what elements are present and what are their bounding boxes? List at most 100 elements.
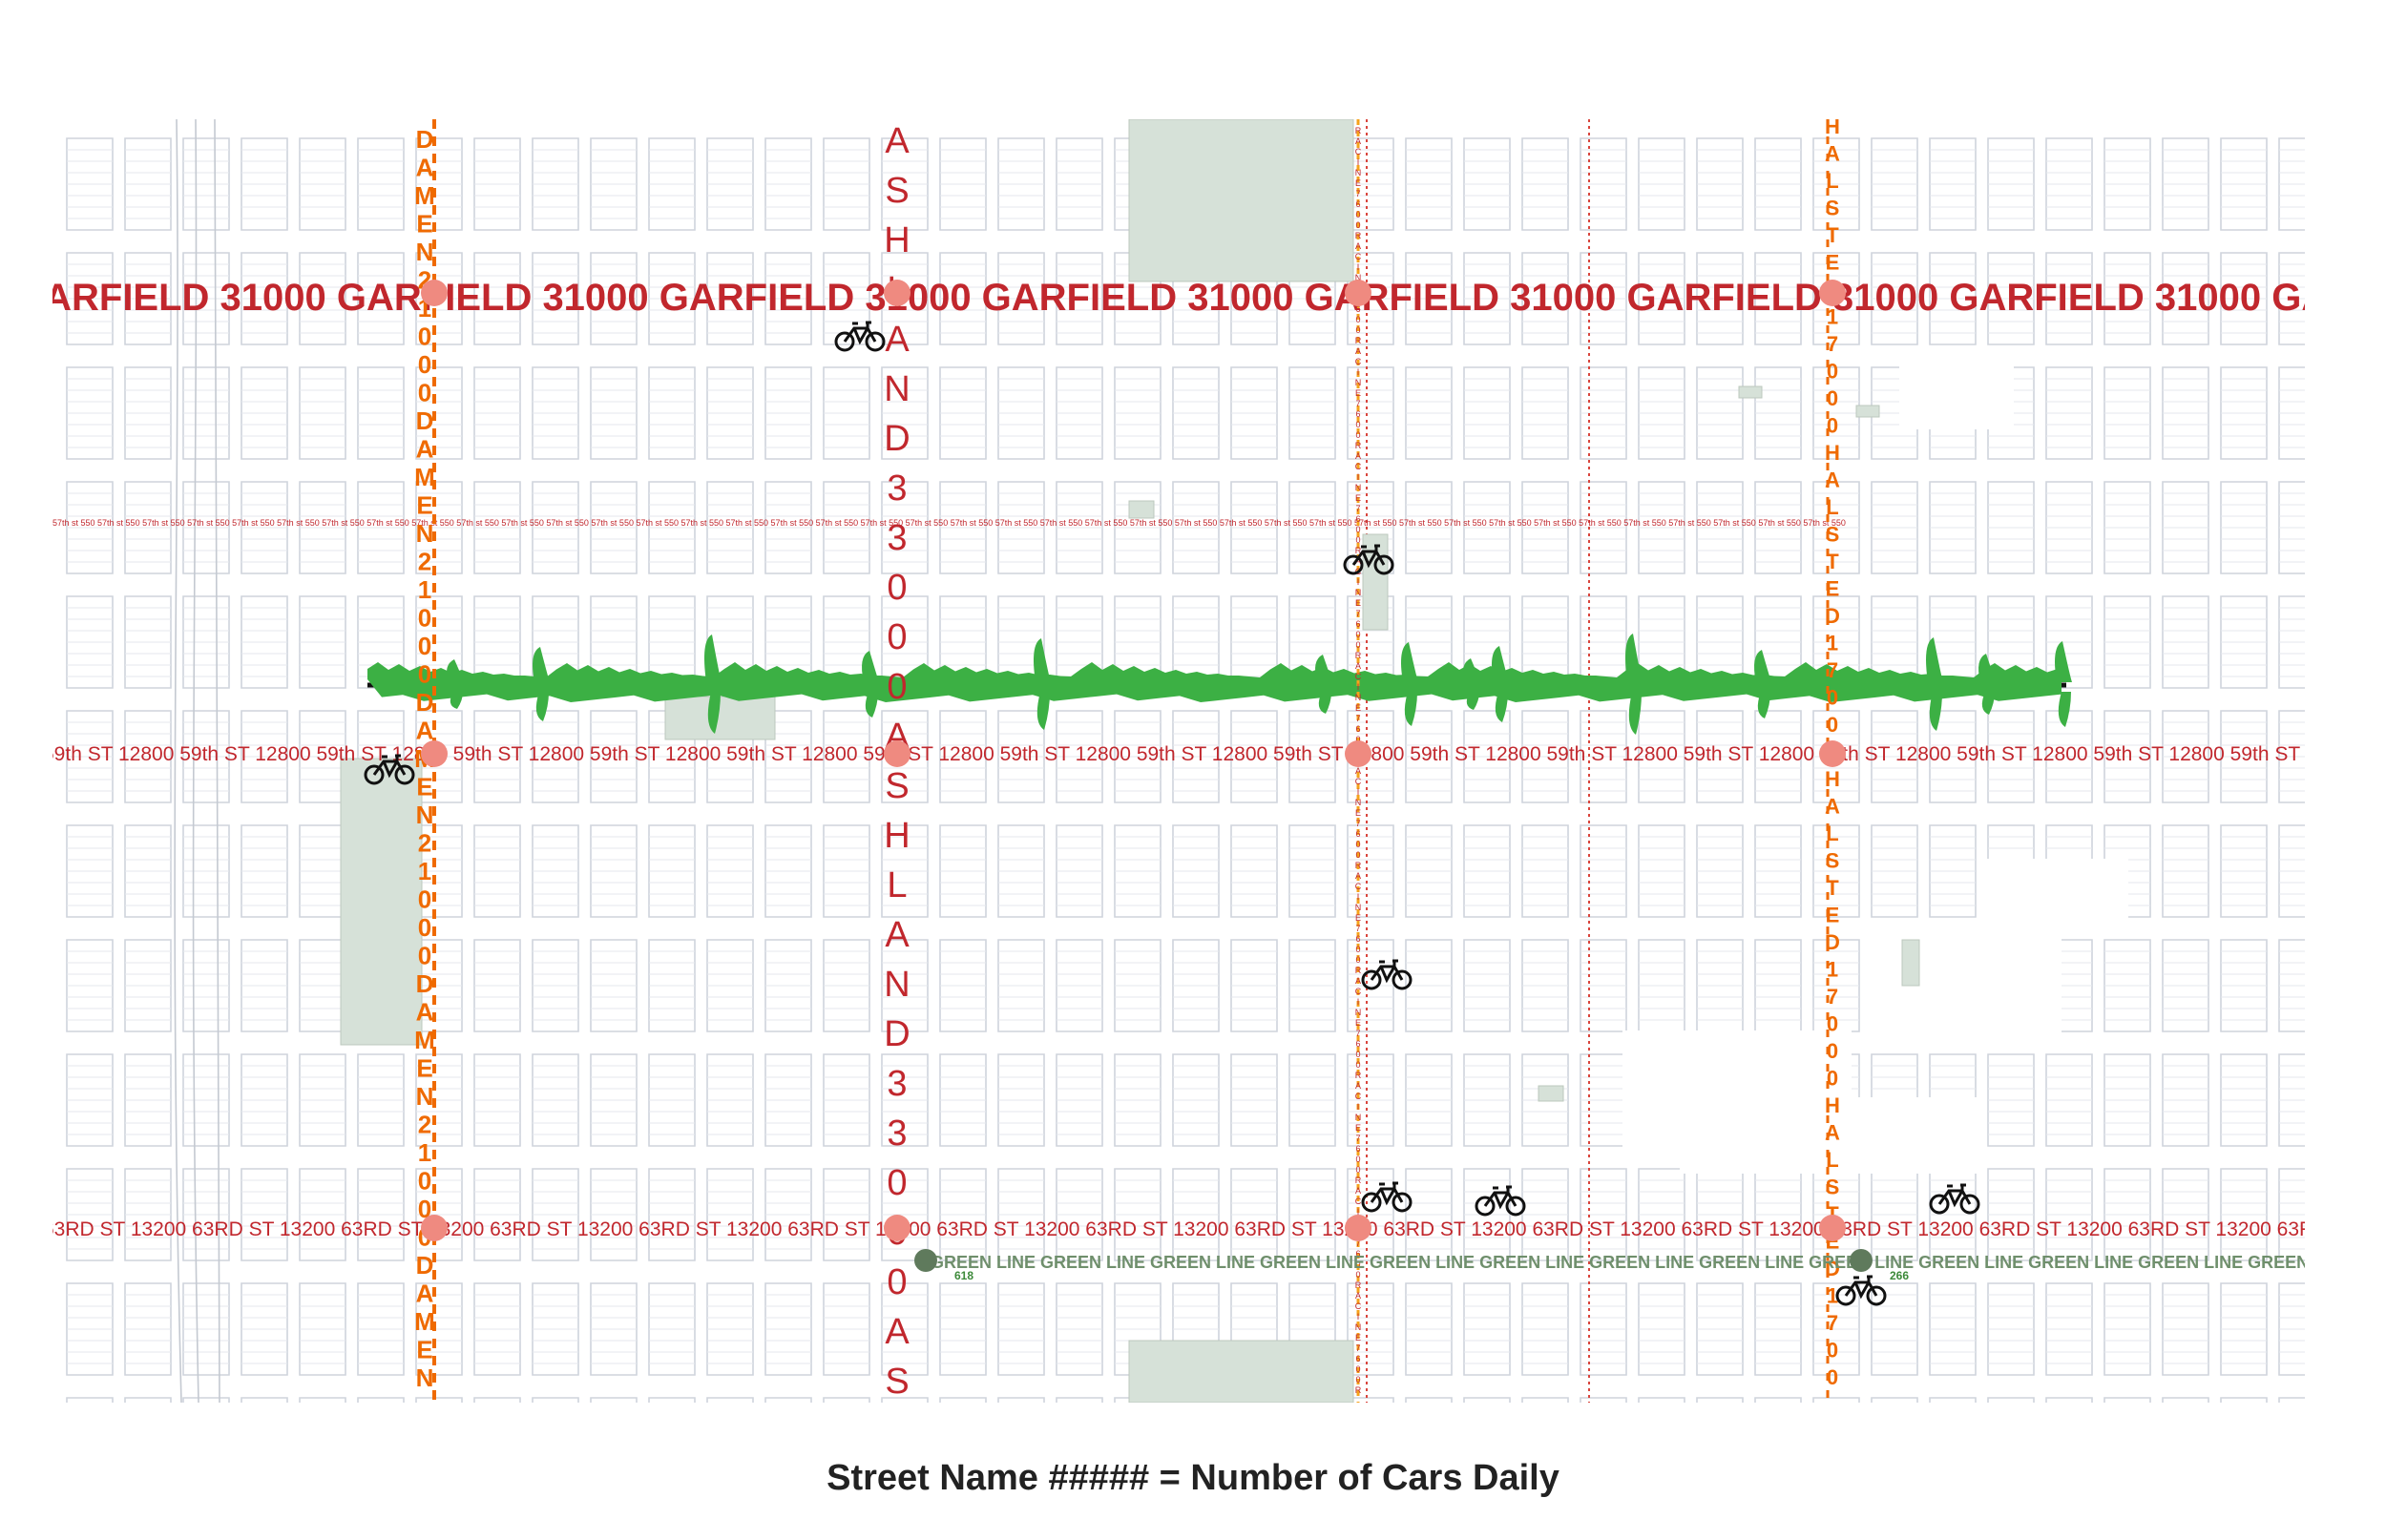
- park: [340, 758, 423, 1046]
- street-letter: R: [1355, 1176, 1362, 1185]
- street-letter: A: [416, 717, 434, 745]
- street-letter: 0: [887, 617, 907, 657]
- street-letter: 0: [1355, 315, 1360, 324]
- street-letter: 6: [1355, 1144, 1360, 1154]
- park: [1855, 405, 1880, 418]
- greenway-spike: [1754, 650, 1771, 682]
- bicycle-icon: [364, 754, 415, 785]
- bike-wheel: [1392, 969, 1413, 990]
- bike-wheel: [1929, 1194, 1950, 1215]
- street-letter: E: [1355, 1333, 1361, 1342]
- street-letter: I: [1357, 787, 1360, 797]
- street-letter: E: [1355, 808, 1361, 818]
- street-letter: N: [1355, 1113, 1362, 1122]
- street-letter: C: [1355, 252, 1362, 261]
- street-letter: 0: [1355, 535, 1360, 545]
- street-letter: A: [1355, 346, 1361, 356]
- street-letter: E: [1355, 598, 1361, 608]
- street-letter: N: [884, 965, 910, 1005]
- greenway-spike: [1463, 658, 1480, 682]
- bike-frame: [1370, 959, 1404, 984]
- street-letter: D: [1825, 604, 1840, 628]
- traffic-count-marker: [1345, 280, 1371, 306]
- street-letter: 7: [1827, 985, 1838, 1009]
- street-letter: S: [885, 766, 909, 806]
- street-letter: D: [416, 125, 434, 154]
- street-letter: A: [416, 1280, 434, 1308]
- greenway-spike: [1466, 692, 1479, 710]
- street-letter: 0: [418, 632, 431, 660]
- greenway-spike: [1492, 646, 1509, 682]
- street-letter: I: [1357, 367, 1360, 377]
- vacant-area: [1985, 859, 2128, 926]
- street-letter: L: [1826, 169, 1838, 193]
- traffic-count-marker: [421, 280, 448, 306]
- street-letter: 0: [1355, 525, 1360, 534]
- street-letter: T: [1826, 550, 1839, 573]
- street-letter: E: [1355, 178, 1361, 188]
- street-letter: A: [1355, 661, 1361, 671]
- street-letter: 0: [1355, 220, 1360, 230]
- bike-wheel: [1392, 1192, 1413, 1213]
- street-letter: 7: [1355, 1029, 1360, 1038]
- greenway-spike: [704, 635, 722, 682]
- street-letter: 0: [1827, 713, 1838, 737]
- bicycle-icon: [1361, 959, 1413, 990]
- street-letter: A: [885, 320, 910, 360]
- street-letter: 7: [1355, 504, 1360, 513]
- street-letter: S: [885, 1362, 909, 1402]
- street-letter: 0: [418, 350, 431, 379]
- street-letter: 0: [418, 885, 431, 914]
- street-letter: 6: [1355, 514, 1360, 524]
- park: [1538, 1085, 1564, 1102]
- street-letter: 0: [1827, 1039, 1838, 1063]
- greenway-spike: [450, 692, 463, 709]
- park: [1128, 1340, 1354, 1403]
- bicycle-icon: [834, 321, 886, 352]
- street-letter: 7: [1355, 1343, 1360, 1353]
- street-letter: 0: [1355, 1375, 1360, 1384]
- street-letter: I: [1357, 997, 1360, 1007]
- bike-wheel: [1866, 1285, 1887, 1306]
- street-letter: 0: [1355, 1270, 1360, 1280]
- street-letter: 0: [418, 323, 431, 351]
- building-lots: [67, 149, 2305, 1364]
- street-letter: 1: [418, 575, 431, 604]
- street-letter: E: [1355, 703, 1361, 713]
- bike-frame: [1351, 544, 1386, 569]
- greenway-spike: [1978, 654, 1996, 682]
- street-letter: 6: [1355, 619, 1360, 629]
- park: [1738, 385, 1763, 399]
- greenway-spike: [535, 692, 549, 721]
- street-letter: I: [1357, 682, 1360, 692]
- bike-wheel: [1835, 1285, 1856, 1306]
- street-letter: E: [1355, 1018, 1361, 1028]
- bike-icons-layer: [364, 321, 1980, 1306]
- street-letter: 7: [1355, 609, 1360, 618]
- street-letter: C: [1355, 462, 1362, 471]
- street-letter: 0: [418, 604, 431, 633]
- street-letter: I: [1357, 1312, 1360, 1321]
- street-letter: A: [1355, 976, 1361, 986]
- street-letter: L: [1826, 1148, 1838, 1172]
- greenway-spike: [2055, 641, 2072, 682]
- bike-frame: [1844, 1275, 1878, 1300]
- green-line-layer: GREEN LINE GREEN LINE GREEN LINE GREEN L…: [914, 1249, 2305, 1282]
- street-letter: C: [1355, 1301, 1362, 1311]
- street-letter: 7: [1355, 1134, 1360, 1143]
- street-letter: 0: [1355, 1060, 1360, 1070]
- street-letter: 2: [418, 1111, 431, 1139]
- greenway-spike: [533, 647, 550, 682]
- traffic-count-marker: [884, 1215, 910, 1241]
- intersection-markers: [421, 280, 1846, 1241]
- street-letter: 0: [418, 1195, 431, 1223]
- street-letter: E: [1355, 913, 1361, 923]
- street-label: 63RD ST 13200 63RD ST 13200 63RD ST 1320…: [43, 1218, 2386, 1240]
- street-letter: 3: [887, 1064, 907, 1104]
- street-letter: R: [1355, 441, 1362, 450]
- street-letter: 0: [1827, 414, 1838, 438]
- street-letter: A: [885, 915, 910, 955]
- street-letter: 0: [418, 913, 431, 942]
- greenway-spike: [1628, 692, 1642, 735]
- street-letter: R: [1355, 546, 1362, 555]
